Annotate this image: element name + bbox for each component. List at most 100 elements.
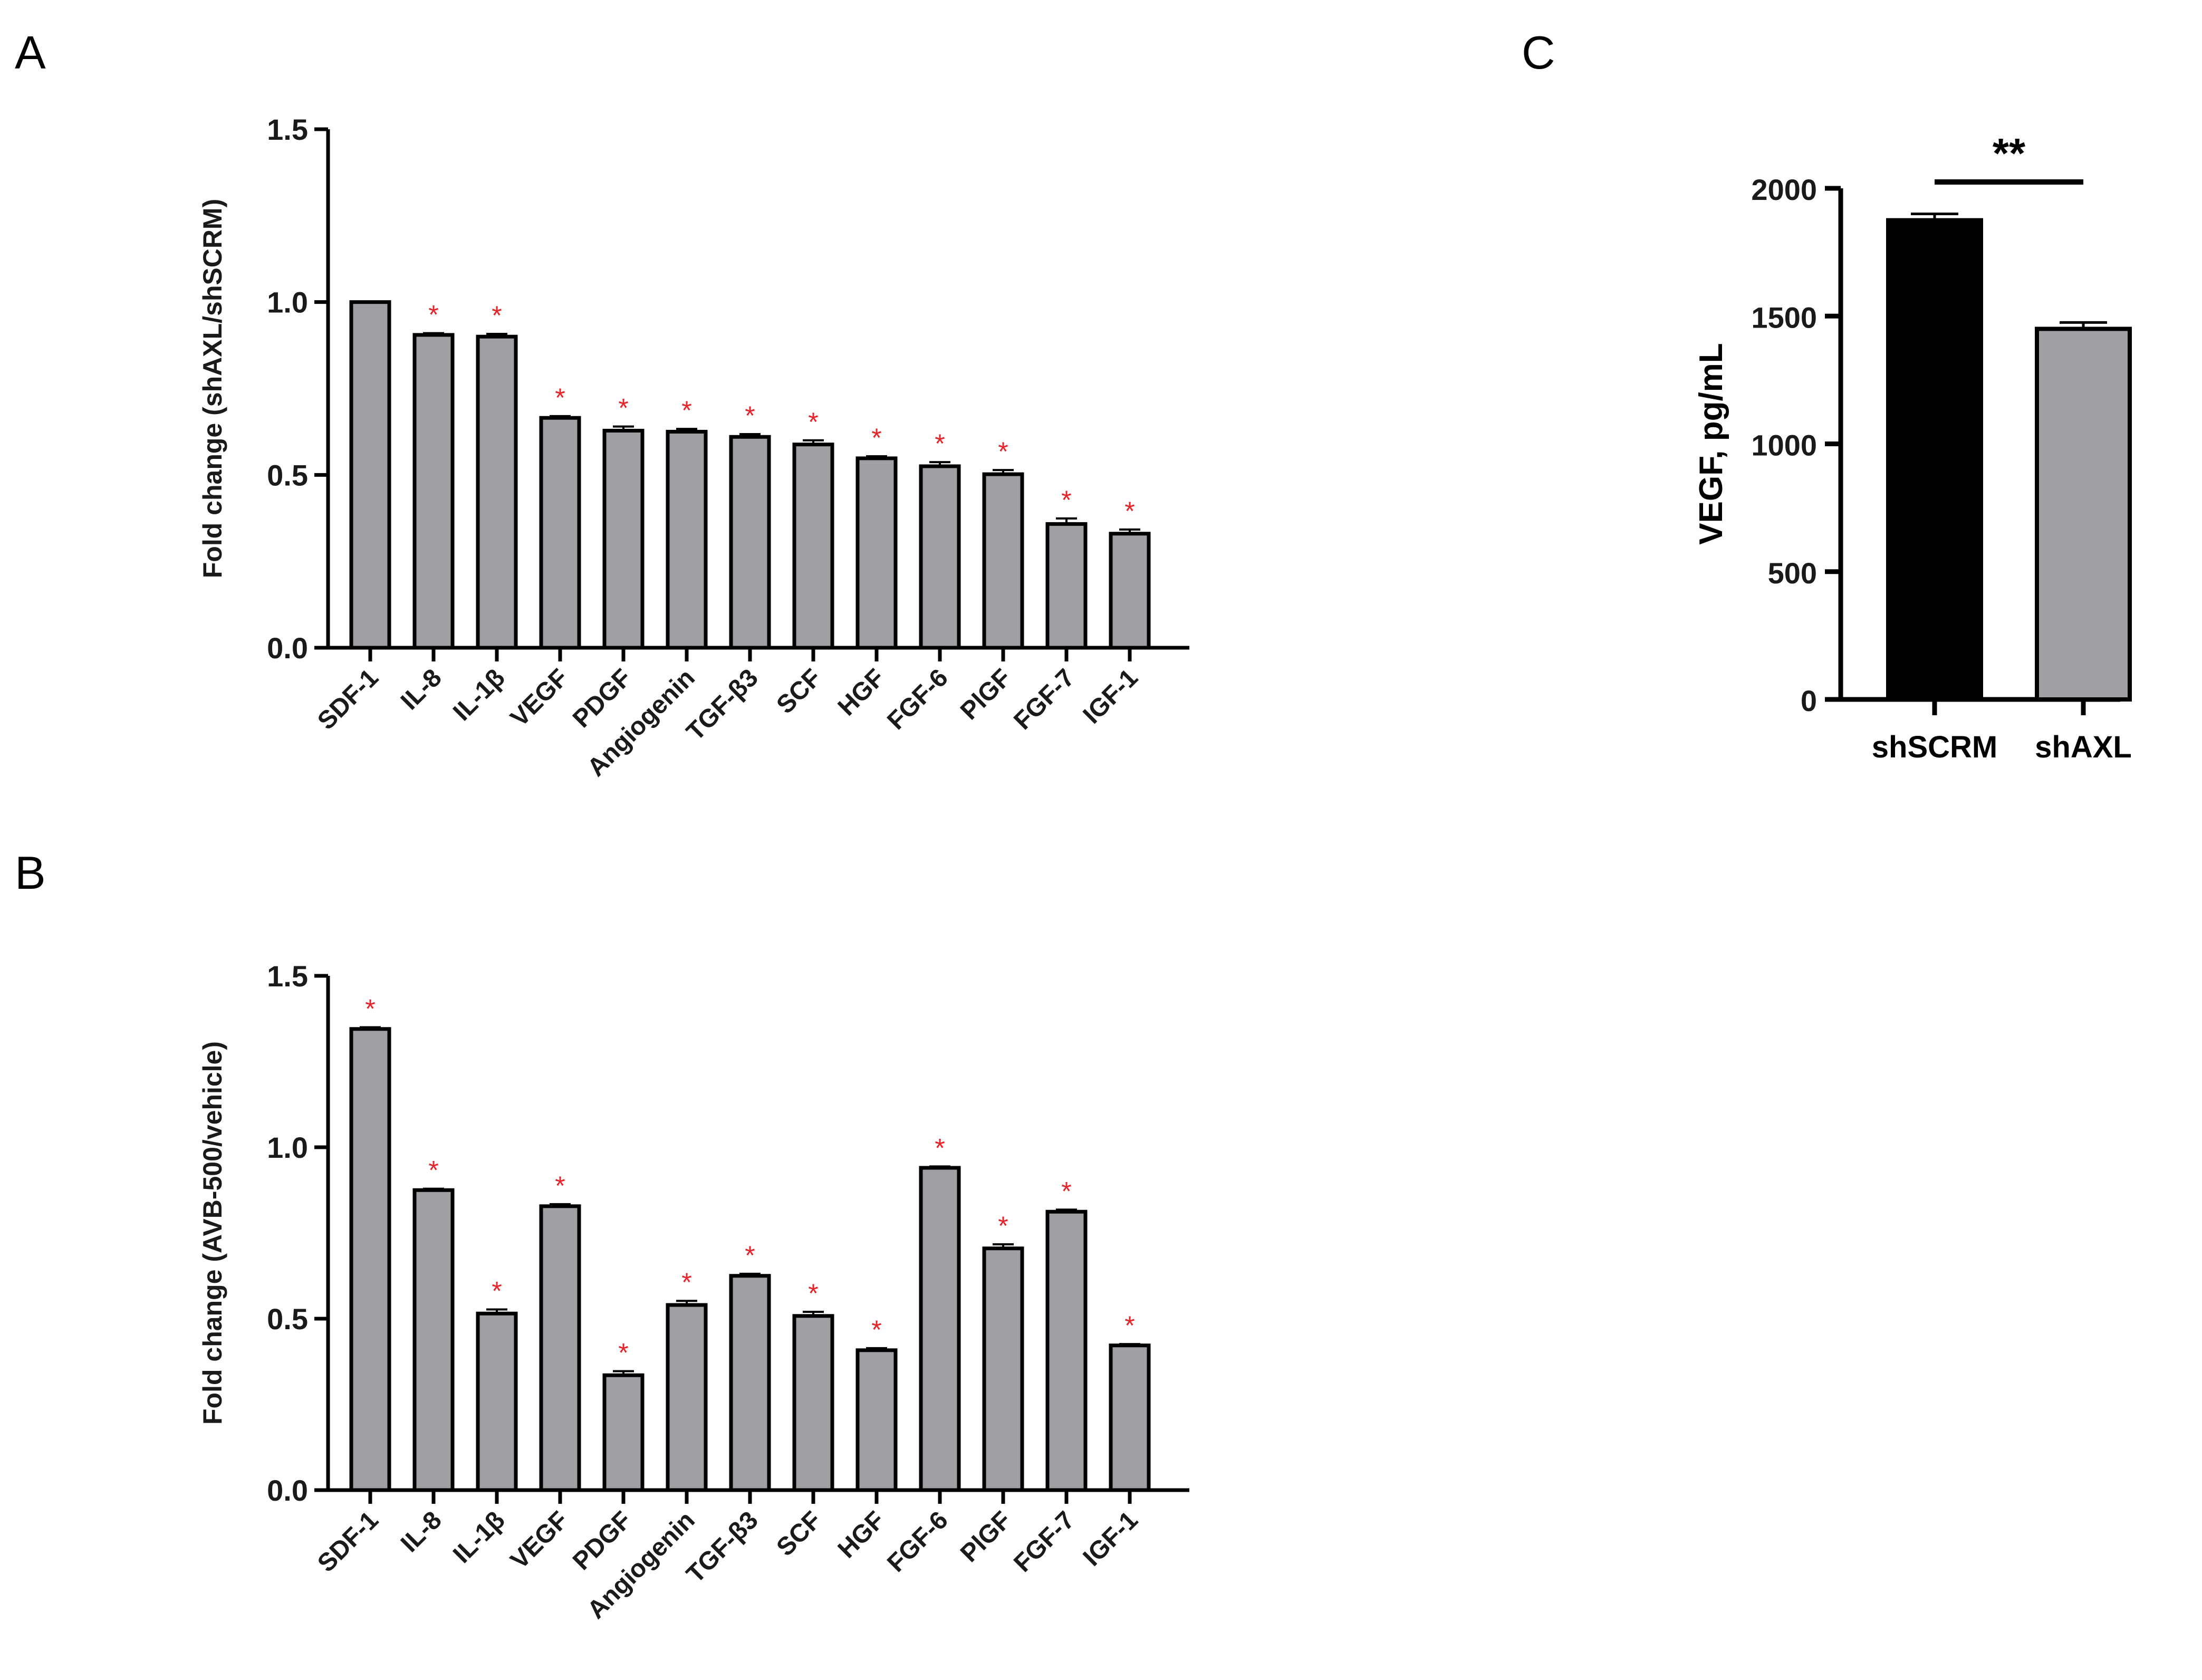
y-tick-label: 500 xyxy=(1768,556,1817,590)
significance-star: * xyxy=(1124,1311,1134,1340)
category-label: shAXL xyxy=(2035,730,2132,764)
category-label: PlGF xyxy=(955,1506,1017,1568)
significance-star: * xyxy=(1124,496,1134,526)
bar xyxy=(1045,1209,1088,1492)
y-tick-label: 0 xyxy=(1801,684,1817,717)
significance-star: * xyxy=(998,1211,1008,1241)
panel-label-a: A xyxy=(15,26,46,79)
bar xyxy=(602,428,645,650)
y-tick-label: 0.0 xyxy=(267,1474,308,1507)
bar xyxy=(982,1246,1024,1492)
panel-c-chart: 0 500 1000 1500 2000 VEGF, pg/mL shSCRM shAXL ** xyxy=(1693,130,2132,764)
bar xyxy=(792,443,834,650)
bar xyxy=(1109,532,1151,650)
significance-star: * xyxy=(492,1276,502,1305)
bar xyxy=(412,1188,455,1492)
category-label: SCF xyxy=(771,1506,826,1561)
significance-star: * xyxy=(428,300,438,330)
category-label: IL-8 xyxy=(396,664,447,715)
bar xyxy=(792,1314,834,1492)
bar xyxy=(729,435,771,650)
significance-star: * xyxy=(808,1279,818,1308)
y-tick-label: 0.0 xyxy=(267,631,308,665)
category-label: HGF xyxy=(833,1506,890,1563)
bar xyxy=(1109,1343,1151,1492)
category-label: TGF-β3 xyxy=(681,1506,764,1588)
bar xyxy=(476,334,518,650)
panel-label-c: C xyxy=(1522,26,1555,79)
bar xyxy=(855,1348,898,1492)
y-tick-label: 0.5 xyxy=(267,1302,308,1336)
panel-a-chart: 0.0 0.5 1.0 1.5 Fold change (shAXL/shSCRM) SD… xyxy=(198,113,1189,782)
y-axis-title: Fold change (shAXL/shSCRM) xyxy=(198,199,227,578)
y-tick-label: 1.0 xyxy=(267,1131,308,1164)
bar xyxy=(1886,218,1983,702)
significance-star: * xyxy=(428,1156,438,1185)
significance-star: * xyxy=(808,407,818,437)
y-tick-label: 1500 xyxy=(1751,301,1817,334)
category-label: shSCRM xyxy=(1872,730,1997,764)
panel-b-chart: 0.0 0.5 1.0 1.5 Fold change (AVB-500/vehicle… xyxy=(198,959,1189,1624)
significance-star: * xyxy=(365,994,375,1024)
y-tick-label: 1.0 xyxy=(267,286,308,319)
category-label: HGF xyxy=(833,664,890,721)
significance-star: * xyxy=(998,437,1008,466)
significance-star: * xyxy=(871,1315,881,1345)
bar xyxy=(982,472,1024,650)
significance-star: * xyxy=(681,1268,691,1297)
bar xyxy=(666,1303,708,1492)
category-label: FGF-6 xyxy=(882,1506,954,1578)
significance-star: * xyxy=(555,383,565,412)
category-label: IL-1β xyxy=(448,1506,511,1569)
category-label: SDF-1 xyxy=(312,664,384,735)
y-tick-label: 0.5 xyxy=(267,458,308,492)
significance-star: * xyxy=(618,393,628,423)
significance-star: * xyxy=(618,1338,628,1367)
bar xyxy=(666,429,708,650)
category-label: IGF-1 xyxy=(1078,664,1143,729)
significance-star: * xyxy=(1061,1176,1071,1206)
y-tick-label: 1.5 xyxy=(267,959,308,993)
significance-star: * xyxy=(935,1133,945,1163)
significance-star: * xyxy=(492,301,502,330)
y-tick-label: 1000 xyxy=(1751,429,1817,462)
bar xyxy=(2035,327,2132,702)
category-label: VEGF xyxy=(505,664,574,732)
significance-star: * xyxy=(1061,485,1071,515)
bar xyxy=(412,333,455,650)
y-tick-label: 2000 xyxy=(1751,173,1817,206)
bar xyxy=(602,1373,645,1492)
bar xyxy=(1045,522,1088,650)
significance-star: * xyxy=(871,423,881,453)
significance-star: * xyxy=(555,1171,565,1201)
category-label: VEGF xyxy=(505,1506,574,1575)
bar xyxy=(349,1027,391,1492)
y-axis-title: VEGF, pg/mL xyxy=(1693,343,1729,544)
category-label: IGF-1 xyxy=(1078,1506,1143,1571)
bar xyxy=(539,1204,581,1492)
bar xyxy=(855,456,898,650)
category-label: PlGF xyxy=(955,664,1017,725)
bar xyxy=(919,1166,961,1492)
category-label: SCF xyxy=(771,664,826,719)
category-label: SDF-1 xyxy=(312,1506,384,1578)
significance-star: * xyxy=(935,429,945,458)
category-label: TGF-β3 xyxy=(681,664,764,746)
category-label: FGF-7 xyxy=(1008,664,1080,735)
significance-star: * xyxy=(745,1241,755,1270)
panel-label-b: B xyxy=(15,847,46,899)
category-label: FGF-7 xyxy=(1008,1506,1080,1578)
significance-label: ** xyxy=(1993,130,2026,177)
category-label: IL-8 xyxy=(396,1506,447,1558)
category-label: FGF-6 xyxy=(882,664,954,735)
bar xyxy=(476,1311,518,1492)
bar xyxy=(729,1274,771,1492)
category-label: IL-1β xyxy=(448,664,511,726)
bar xyxy=(919,464,961,650)
bar xyxy=(349,300,391,650)
y-tick-label: 1.5 xyxy=(267,113,308,146)
bar xyxy=(539,416,581,650)
significance-star: * xyxy=(745,401,755,430)
y-axis-title: Fold change (AVB-500/vehicle) xyxy=(198,1041,227,1425)
